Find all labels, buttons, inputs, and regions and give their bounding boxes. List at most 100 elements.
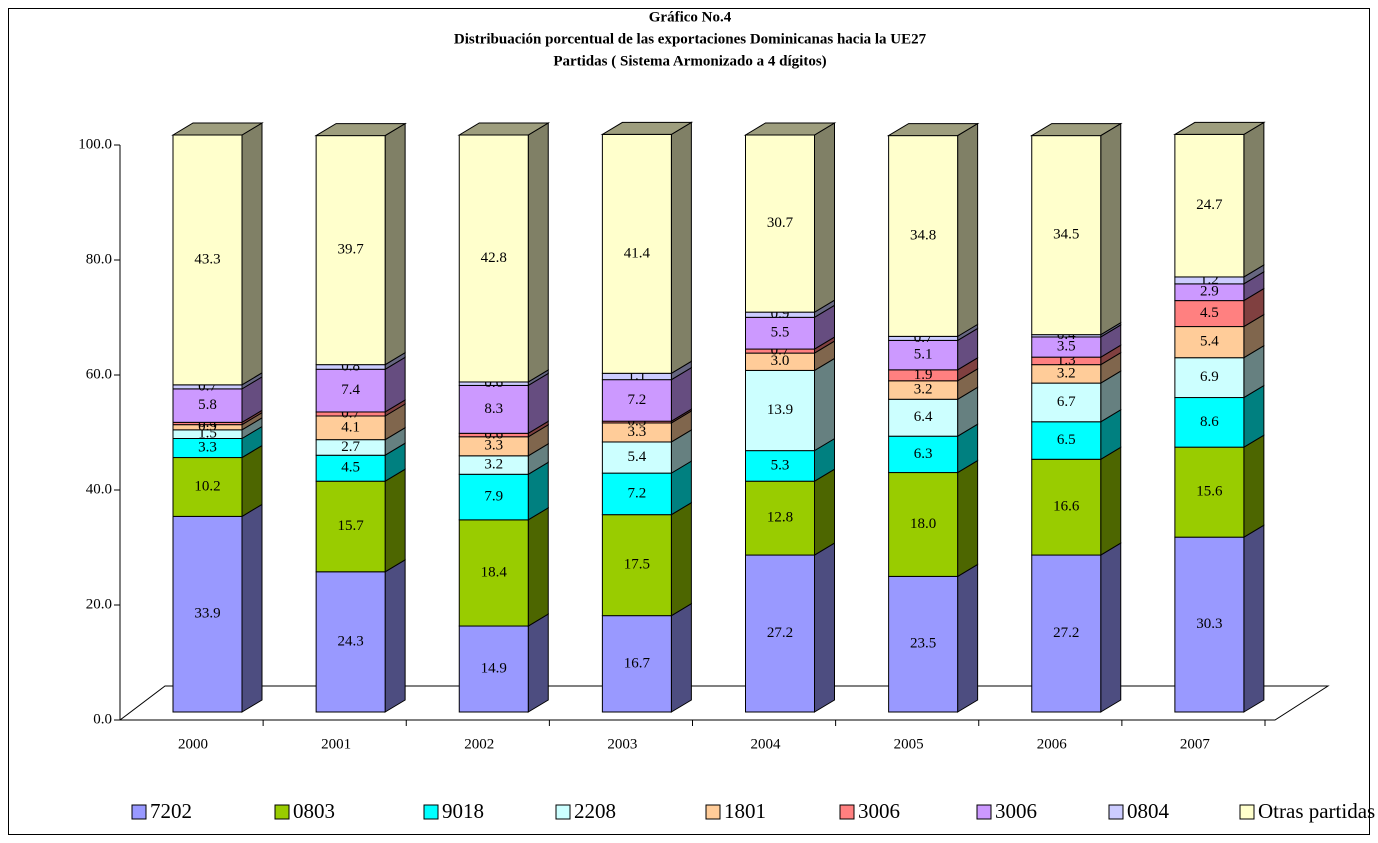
data-label: 6.9 <box>1200 369 1219 385</box>
bar-segment <box>745 480 815 556</box>
data-label: 3.3 <box>198 439 217 455</box>
x-tick-label: 2003 <box>607 736 637 752</box>
legend-swatch <box>131 804 147 820</box>
x-tick-label: 2000 <box>178 736 208 752</box>
bar-segment <box>1174 397 1245 448</box>
bar-segment <box>888 435 959 474</box>
legend-label: 9018 <box>442 799 484 823</box>
data-label: 23.5 <box>910 636 936 652</box>
legend-label: 0804 <box>1127 799 1170 823</box>
bar-segment <box>1031 458 1102 556</box>
bar-segment <box>1174 326 1245 359</box>
bar-segment <box>1174 357 1245 399</box>
legend-swatch <box>423 804 439 820</box>
legend-label: 7202 <box>150 799 192 823</box>
bar-side <box>384 468 406 573</box>
data-label: 10.2 <box>194 478 220 494</box>
bar-segment <box>315 571 386 713</box>
y-tick-label: 100.0 <box>78 136 112 152</box>
data-label: 15.7 <box>338 518 365 534</box>
bar-side <box>957 459 979 578</box>
bar-top <box>171 122 264 136</box>
bar-segment <box>601 379 672 422</box>
chart-title: Partidas ( Sistema Armonizado a 4 dígito… <box>553 53 826 69</box>
legend-swatch <box>976 804 992 820</box>
legend-label: Otras partidas <box>1258 799 1375 823</box>
data-label: 18.4 <box>481 564 508 580</box>
data-label: 3.3 <box>628 424 647 440</box>
data-label: 1.9 <box>914 367 933 383</box>
bar-side <box>384 122 406 366</box>
data-label: 24.7 <box>1196 197 1223 213</box>
bar-side <box>670 602 692 713</box>
bar-side <box>1100 446 1122 556</box>
x-tick-label: 2005 <box>894 736 924 752</box>
bar-segment <box>172 515 243 713</box>
data-label: 5.8 <box>198 397 217 413</box>
bar-side <box>1243 524 1265 713</box>
bar-segment <box>458 473 529 521</box>
data-label: 30.7 <box>767 215 794 231</box>
data-label: 34.8 <box>910 227 936 243</box>
legend-label: 2208 <box>574 799 616 823</box>
floor <box>118 685 1330 721</box>
bar-segment <box>601 472 672 516</box>
bar-segment <box>1031 135 1102 336</box>
legend-label: 0803 <box>293 799 335 823</box>
bar-side <box>670 121 692 375</box>
data-label: 5.5 <box>771 325 790 341</box>
data-label: 3.0 <box>771 353 790 369</box>
bar-segment <box>601 615 672 713</box>
bar-segment <box>1174 446 1245 538</box>
legend-label: 3006 <box>995 799 1037 823</box>
data-label: 3.2 <box>1057 365 1076 381</box>
bar-segment <box>458 134 529 383</box>
x-tick-label: 2002 <box>464 736 494 752</box>
legend-swatch <box>1239 804 1255 820</box>
legend-label: 3006 <box>858 799 900 823</box>
data-label: 12.8 <box>767 510 793 526</box>
bar-side <box>1243 434 1265 539</box>
bar-top <box>1173 121 1266 135</box>
bar-side <box>670 501 692 617</box>
data-label: 33.9 <box>194 606 220 622</box>
bar-segment <box>1031 554 1102 713</box>
bar-side <box>814 357 835 452</box>
bar-segment <box>1174 133 1245 278</box>
legend-swatch <box>1108 804 1124 820</box>
data-label: 30.3 <box>1196 616 1222 632</box>
data-label: 7.9 <box>484 489 503 505</box>
data-label: 43.3 <box>194 251 220 267</box>
data-label: 7.2 <box>628 485 647 501</box>
legend-label: 1801 <box>724 799 766 823</box>
x-tick-label: 2007 <box>1180 736 1211 752</box>
data-label: 6.3 <box>914 446 933 462</box>
data-label: 3.5 <box>1057 338 1076 354</box>
x-tick-label: 2006 <box>1037 736 1068 752</box>
bar-side <box>527 122 549 383</box>
data-label: 15.6 <box>1196 484 1223 500</box>
bar-segment <box>315 480 386 573</box>
data-label: 16.7 <box>624 655 651 671</box>
legend-swatch <box>705 804 721 820</box>
x-tick-label: 2004 <box>751 736 782 752</box>
data-label: 27.2 <box>1053 625 1079 641</box>
data-label: 4.1 <box>341 419 360 435</box>
data-label: 17.5 <box>624 557 650 573</box>
data-label: 2.7 <box>341 439 360 455</box>
bar-side <box>957 122 979 338</box>
data-label: 5.1 <box>914 347 933 363</box>
bar-top <box>314 123 407 137</box>
bar-segment <box>458 519 529 627</box>
bar-segment <box>315 454 386 482</box>
data-label: 7.2 <box>628 392 647 408</box>
data-label: 39.7 <box>338 242 365 258</box>
bar-side <box>957 563 979 713</box>
data-label: 5.4 <box>628 449 647 465</box>
data-label: 13.9 <box>767 402 793 418</box>
data-label: 3.2 <box>914 381 933 397</box>
data-label: 7.4 <box>341 382 360 398</box>
data-label: 34.5 <box>1053 227 1079 243</box>
data-label: 42.8 <box>481 250 507 266</box>
